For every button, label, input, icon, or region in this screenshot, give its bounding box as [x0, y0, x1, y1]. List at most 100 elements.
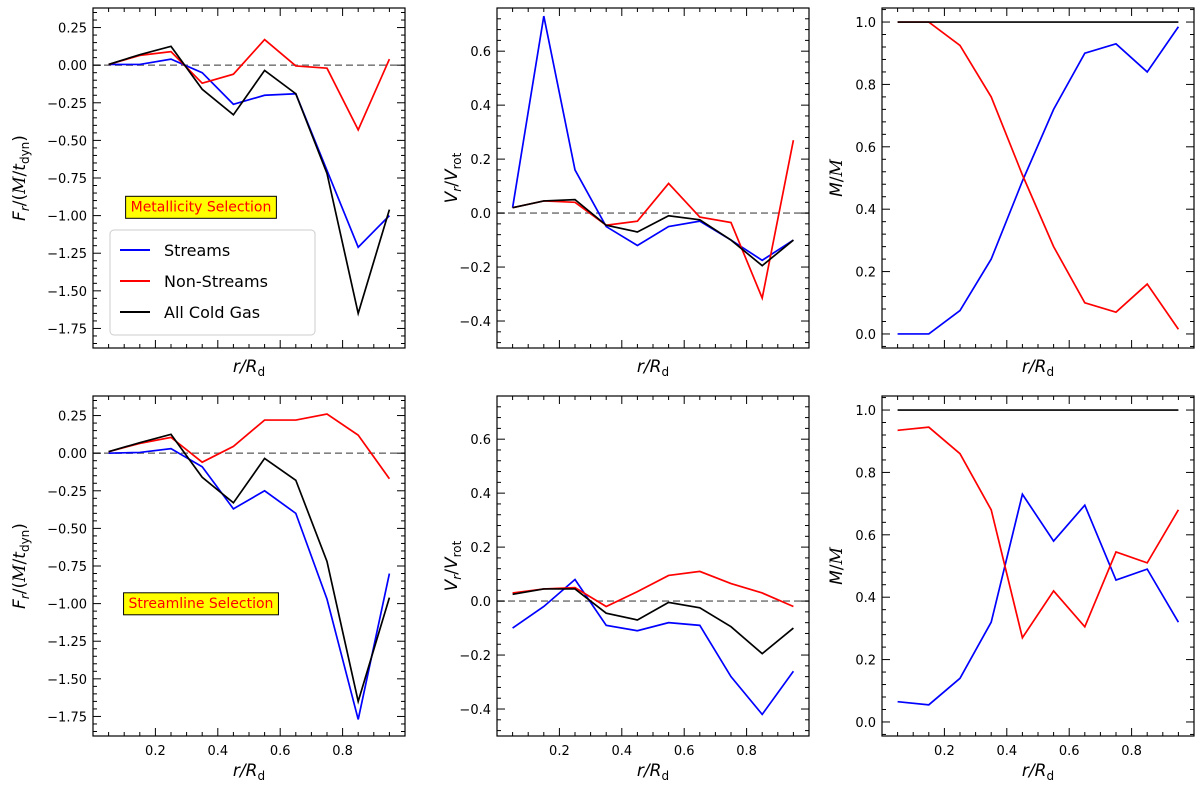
x-tick-label: 0.4	[611, 744, 632, 759]
x-tick-label: 0.2	[145, 744, 166, 759]
tick-marks	[93, 8, 405, 348]
annotation-box	[125, 195, 277, 219]
panel-top-flux: 0.25 0.00 −0.25 −0.50 −0.75 −1.00 −1.25 −1.50 −1…	[10, 7, 406, 379]
y-tick-label: 1.0	[855, 404, 876, 419]
y-tick-label: 0.4	[855, 203, 876, 218]
x-tick-label: 0.6	[674, 744, 695, 759]
legend-label: Non-Streams	[164, 272, 268, 291]
y-tick-label: −0.25	[47, 97, 87, 112]
y-tick-label: 0.0	[470, 595, 491, 610]
y-tick-label: −1.50	[47, 285, 87, 300]
y-tick-label: 0.6	[470, 45, 491, 60]
y-tick-label: −1.25	[47, 635, 87, 650]
y-tick-label: −1.50	[47, 673, 87, 688]
selection-annotation: Streamline Selection	[123, 592, 279, 616]
annotation-box	[123, 592, 279, 616]
y-axis-label: Vr/Vrot	[442, 152, 464, 203]
panel-top-vel: 0.6 0.4 0.2 0.0 −0.2 −0.4 r/Rd Vr/Vrot	[442, 7, 810, 379]
x-tick-label: 0.8	[736, 744, 757, 759]
selection-annotation: Metallicity Selection	[125, 195, 277, 219]
y-tick-label: 0.4	[855, 591, 876, 606]
y-tick-label: 0.0	[855, 716, 876, 731]
y-tick-label: −0.2	[459, 261, 491, 276]
y-tick-label: −0.50	[47, 134, 87, 149]
series-group	[511, 15, 795, 302]
axes-frame	[92, 395, 406, 737]
series-group	[108, 38, 391, 317]
tick-marks	[497, 395, 809, 736]
series-group	[897, 409, 1180, 706]
axes-frame	[496, 395, 810, 737]
series-line-all-cold-gas	[108, 45, 391, 317]
legend-label: Streams	[164, 241, 230, 260]
x-tick-label: 0.8	[1121, 744, 1142, 759]
series-line-all-cold-gas	[512, 588, 794, 655]
y-tick-label: 0.0	[855, 328, 876, 343]
y-tick-label: −0.4	[459, 315, 491, 330]
legend-label: All Cold Gas	[164, 303, 260, 322]
panel-top-mass: 0.0 0.2 0.4 0.6 0.8 1.0 r/Rd M/M	[827, 7, 1195, 379]
y-axis-label: Fr/(M/tdyn)	[10, 523, 32, 609]
tick-marks	[882, 8, 1194, 348]
series-group	[897, 21, 1180, 335]
series-line-streams	[108, 447, 391, 720]
x-axis-label: r/Rd	[637, 761, 669, 783]
series-line-streams	[897, 26, 1180, 335]
y-tick-label: −1.00	[47, 598, 87, 613]
annotation-text: Streamline Selection	[129, 596, 274, 612]
series-line-all-cold-gas	[512, 198, 794, 267]
y-tick-label: 0.00	[58, 59, 87, 74]
y-tick-label: −0.2	[459, 649, 491, 664]
x-tick-label: 0.6	[1059, 744, 1080, 759]
y-axis-label: M/M	[827, 159, 847, 197]
y-tick-label: 0.6	[470, 433, 491, 448]
x-axis-label: r/Rd	[1022, 357, 1054, 379]
y-tick-label: 0.2	[855, 266, 876, 281]
x-axis-label: r/Rd	[637, 357, 669, 379]
x-axis-label: r/Rd	[233, 357, 265, 379]
x-axis-label: r/Rd	[233, 761, 265, 783]
y-tick-label: 0.4	[470, 99, 491, 114]
y-tick-label: 1.0	[855, 16, 876, 31]
y-axis-label: M/M	[827, 547, 847, 585]
series-line-all-cold-gas	[108, 433, 391, 705]
y-axis-label: Vr/Vrot	[442, 540, 464, 591]
y-tick-label: 0.8	[855, 78, 876, 93]
y-tick-label: −1.75	[47, 710, 87, 725]
tick-marks	[93, 396, 405, 736]
axes-frame	[881, 395, 1195, 737]
y-tick-label: −1.00	[47, 210, 87, 225]
x-tick-label: 0.2	[934, 744, 955, 759]
series-line-streams	[108, 58, 391, 249]
y-tick-label: −0.75	[47, 560, 87, 575]
tick-marks	[882, 396, 1194, 736]
y-tick-label: 0.25	[58, 410, 87, 425]
series-line-non-streams	[897, 426, 1180, 640]
y-tick-label: 0.6	[855, 529, 876, 544]
series-line-non-streams	[108, 38, 391, 132]
axes-frame	[881, 7, 1195, 349]
panel-bot-mass: 0.0 0.2 0.4 0.6 0.8 1.0 0.2 0.4 0.6 0.8 r/Rd M/M	[827, 395, 1195, 783]
panel-bot-flux: 0.25 0.00 −0.25 −0.50 −0.75 −1.00 −1.25 −1.50 −1…	[10, 395, 406, 783]
y-tick-label: −0.4	[459, 703, 491, 718]
y-tick-label: −0.75	[47, 172, 87, 187]
x-axis-label: r/Rd	[1022, 761, 1054, 783]
y-tick-label: 0.2	[470, 153, 491, 168]
legend: Streams Non-Streams All Cold Gas	[109, 229, 316, 336]
tick-marks	[497, 7, 809, 348]
series-line-streams	[511, 15, 794, 262]
y-tick-label: −1.25	[47, 247, 87, 262]
y-tick-label: −0.25	[47, 485, 87, 500]
series-line-non-streams	[108, 413, 391, 480]
panel-bot-vel: 0.6 0.4 0.2 0.0 −0.2 −0.4 0.2 0.4 0.6 0.8 r/Rd Vr/V…	[442, 395, 810, 783]
series-line-non-streams	[512, 140, 795, 302]
y-tick-label: 0.2	[855, 654, 876, 669]
y-tick-label: 0.4	[470, 487, 491, 502]
y-tick-label: 0.25	[58, 22, 87, 37]
y-tick-label: 0.0	[470, 207, 491, 222]
x-tick-label: 0.2	[549, 744, 570, 759]
y-tick-label: 0.2	[470, 541, 491, 556]
legend-box	[109, 229, 316, 336]
series-line-streams	[512, 578, 795, 716]
